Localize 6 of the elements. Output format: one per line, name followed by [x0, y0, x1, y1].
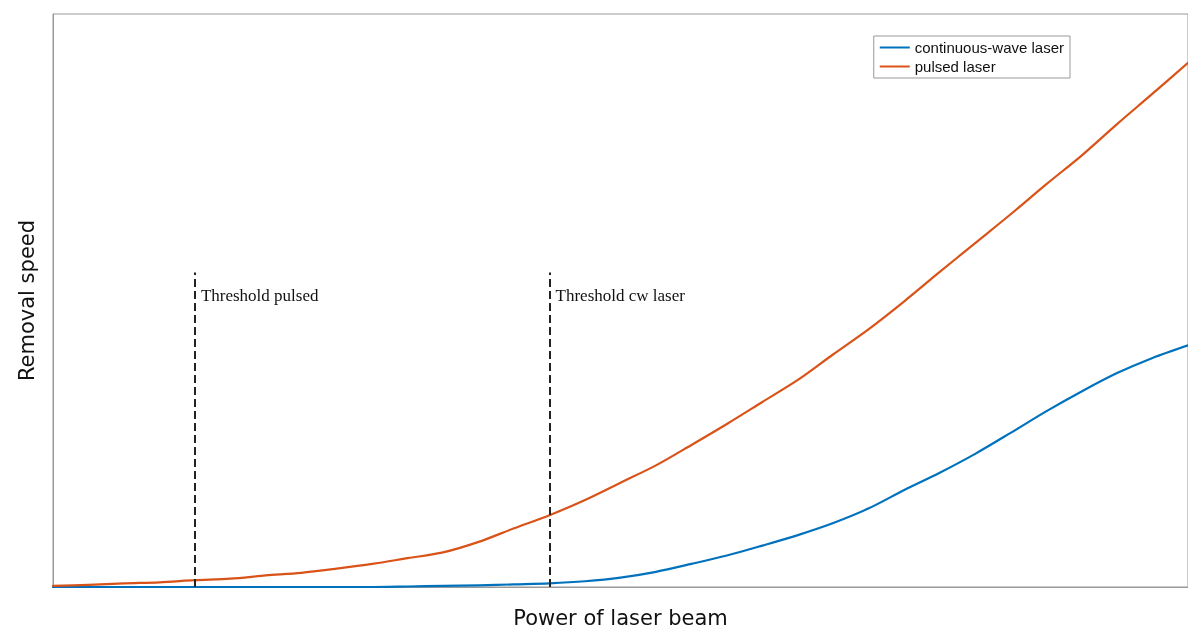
x-axis-title: Power of laser beam [513, 605, 728, 630]
annotation: Threshold cw laser [555, 286, 686, 306]
legend-label: pulsed laser [914, 58, 996, 75]
legend-label: continuous-wave laser [914, 39, 1064, 56]
y-axis-title: Removal speed [14, 219, 39, 382]
annotation: Threshold pulsed [200, 286, 319, 306]
